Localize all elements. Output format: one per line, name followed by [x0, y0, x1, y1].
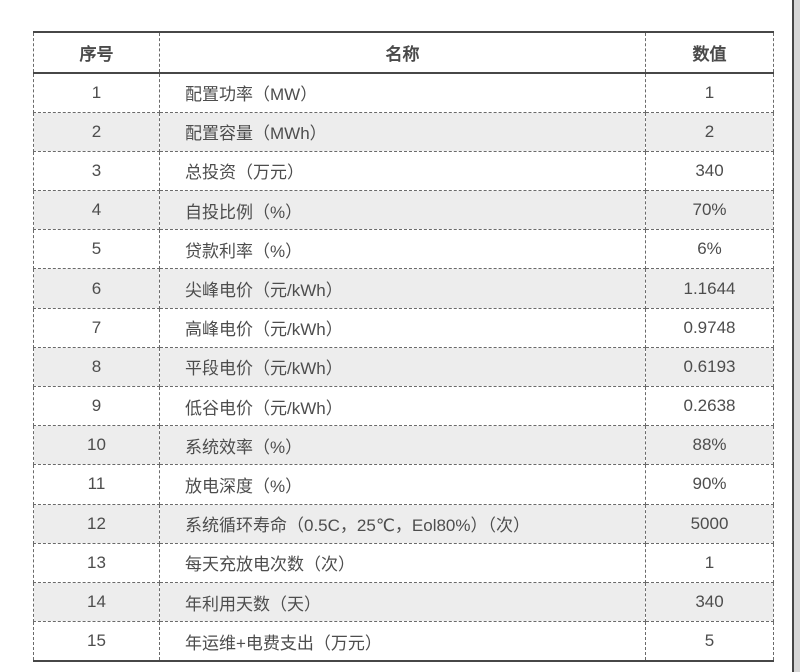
row-name-cell: 尖峰电价（元/kWh）: [159, 268, 646, 309]
table-row: 7 高峰电价（元/kWh） 0.9748: [33, 307, 774, 348]
table-row: 3 总投资（万元） 340: [33, 150, 774, 192]
row-number-cell: 5: [33, 229, 160, 270]
header-row: 序号 名称 数值: [33, 31, 774, 74]
row-name-cell: 年利用天数（天）: [159, 581, 646, 623]
row-number-cell: 14: [33, 581, 160, 623]
header-col-value: 数值: [645, 31, 774, 74]
table-row: 5 贷款利率（%） 6%: [33, 229, 774, 270]
row-value-cell: 5000: [645, 503, 774, 544]
table-row: 4 自投比例（%） 70%: [33, 190, 774, 231]
row-value-cell: 2: [645, 111, 774, 152]
table-header: 序号 名称 数值: [33, 31, 774, 74]
row-value-cell: 90%: [645, 464, 774, 505]
row-number-cell: 3: [33, 150, 160, 192]
row-value-cell: 340: [645, 581, 774, 623]
row-number-cell: 8: [33, 346, 160, 388]
table-row: 12 系统循环寿命（0.5C，25℃，Eol80%）（次） 5000: [33, 503, 774, 544]
row-number-cell: 4: [33, 190, 160, 231]
table-row: 8 平段电价（元/kWh） 0.6193: [33, 346, 774, 388]
row-value-cell: 0.9748: [645, 307, 774, 348]
row-number-cell: 6: [33, 268, 160, 309]
row-value-cell: 1: [645, 542, 774, 583]
table-row: 14 年利用天数（天） 340: [33, 581, 774, 623]
row-name-cell: 系统效率（%）: [159, 425, 646, 466]
row-value-cell: 70%: [645, 190, 774, 231]
row-number-cell: 12: [33, 503, 160, 544]
table-row: 10 系统效率（%） 88%: [33, 425, 774, 466]
row-value-cell: 1: [645, 72, 774, 113]
table-row: 9 低谷电价（元/kWh） 0.2638: [33, 385, 774, 427]
row-name-cell: 贷款利率（%）: [159, 229, 646, 270]
row-name-cell: 每天充放电次数（次）: [159, 542, 646, 583]
header-col-number: 序号: [33, 31, 160, 74]
row-name-cell: 配置容量（MWh）: [159, 111, 646, 152]
row-name-cell: 年运维+电费支出（万元）: [159, 621, 646, 663]
row-name-cell: 总投资（万元）: [159, 150, 646, 192]
row-number-cell: 11: [33, 464, 160, 505]
row-value-cell: 0.2638: [645, 385, 774, 427]
row-number-cell: 2: [33, 111, 160, 152]
row-value-cell: 88%: [645, 425, 774, 466]
row-name-cell: 系统循环寿命（0.5C，25℃，Eol80%）（次）: [159, 503, 646, 544]
table-row: 11 放电深度（%） 90%: [33, 464, 774, 505]
row-number-cell: 10: [33, 425, 160, 466]
row-number-cell: 15: [33, 621, 160, 663]
row-number-cell: 9: [33, 385, 160, 427]
row-number-cell: 7: [33, 307, 160, 348]
row-name-cell: 自投比例（%）: [159, 190, 646, 231]
table-body: 1 配置功率（MW） 1 2 配置容量（MWh） 2 3 总投资（万元） 340…: [33, 72, 774, 663]
row-number-cell: 1: [33, 72, 160, 113]
row-value-cell: 5: [645, 621, 774, 663]
header-col-name: 名称: [159, 31, 646, 74]
row-value-cell: 6%: [645, 229, 774, 270]
page-right-edge-line: [792, 0, 794, 672]
row-name-cell: 放电深度（%）: [159, 464, 646, 505]
row-value-cell: 1.1644: [645, 268, 774, 309]
row-value-cell: 340: [645, 150, 774, 192]
row-name-cell: 平段电价（元/kWh）: [159, 346, 646, 388]
row-name-cell: 低谷电价（元/kWh）: [159, 385, 646, 427]
row-name-cell: 高峰电价（元/kWh）: [159, 307, 646, 348]
row-value-cell: 0.6193: [645, 346, 774, 388]
table-row: 13 每天充放电次数（次） 1: [33, 542, 774, 583]
table-row: 15 年运维+电费支出（万元） 5: [33, 621, 774, 663]
page-right-edge-strip: [794, 0, 800, 672]
row-name-cell: 配置功率（MW）: [159, 72, 646, 113]
parameters-table: 序号 名称 数值 1 配置功率（MW） 1 2 配置容量（MWh） 2 3 总投…: [33, 31, 774, 663]
table-row: 2 配置容量（MWh） 2: [33, 111, 774, 152]
table-row: 1 配置功率（MW） 1: [33, 72, 774, 113]
row-number-cell: 13: [33, 542, 160, 583]
table-row: 6 尖峰电价（元/kWh） 1.1644: [33, 268, 774, 309]
